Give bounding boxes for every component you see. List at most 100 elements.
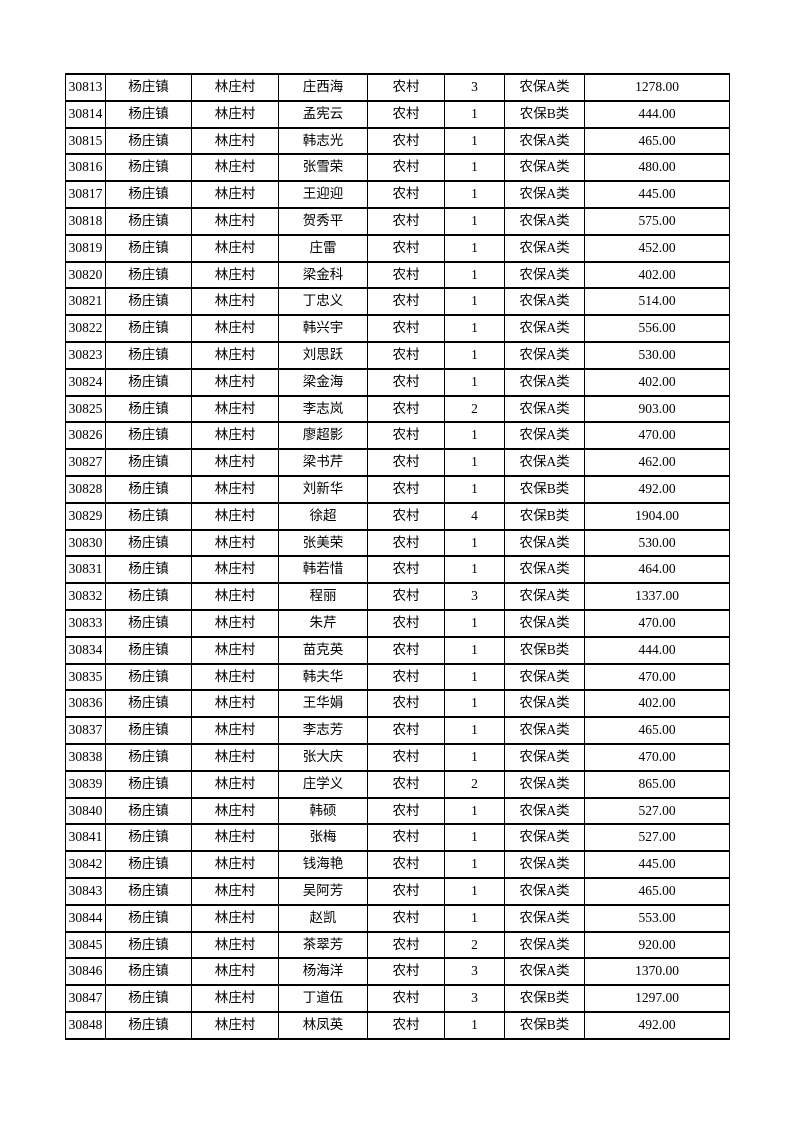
cell-person-count: 3 [444,582,505,611]
cell-person-count: 1 [444,367,505,397]
cell-village: 林庄村 [191,340,279,370]
cell-record-id: 30815 [65,126,106,156]
table-row: 30821 杨庄镇 林庄村 丁忠义 农村 1 农保A类 514.00 [65,287,730,317]
cell-amount: 1904.00 [584,501,730,531]
cell-town: 杨庄镇 [105,903,192,933]
cell-town: 杨庄镇 [105,876,192,906]
cell-person-count: 1 [444,716,505,745]
cell-person-count: 1 [444,287,505,317]
table-row: 30825 杨庄镇 林庄村 李志岚 农村 2 农保A类 903.00 [65,394,730,424]
cell-town: 杨庄镇 [105,180,192,209]
cell-person-name: 刘思跃 [278,340,368,370]
table-row: 30820 杨庄镇 林庄村 梁金科 农村 1 农保A类 402.00 [65,260,730,290]
cell-household-type: 农村 [367,662,445,692]
cell-amount: 470.00 [584,421,730,451]
cell-amount: 492.00 [584,1010,730,1040]
cell-insurance-class: 农保A类 [504,823,585,853]
cell-person-count: 1 [444,689,505,719]
cell-amount: 465.00 [584,876,730,906]
table-row: 30847 杨庄镇 林庄村 丁道伍 农村 3 农保B类 1297.00 [65,984,730,1013]
cell-insurance-class: 农保B类 [504,501,585,531]
cell-village: 林庄村 [191,716,279,745]
cell-household-type: 农村 [367,260,445,290]
cell-insurance-class: 农保A类 [504,260,585,290]
cell-amount: 553.00 [584,903,730,933]
cell-village: 林庄村 [191,233,279,263]
cell-person-name: 张雪荣 [278,153,368,183]
cell-household-type: 农村 [367,689,445,719]
cell-village: 林庄村 [191,528,279,558]
cell-record-id: 30837 [65,716,106,745]
cell-insurance-class: 农保B类 [504,635,585,665]
table-row: 30824 杨庄镇 林庄村 梁金海 农村 1 农保A类 402.00 [65,367,730,397]
cell-amount: 920.00 [584,930,730,960]
cell-person-count: 1 [444,555,505,585]
cell-town: 杨庄镇 [105,957,192,987]
cell-person-count: 4 [444,501,505,531]
cell-village: 林庄村 [191,153,279,183]
cell-person-name: 王迎迎 [278,180,368,209]
cell-insurance-class: 农保B类 [504,1010,585,1040]
cell-household-type: 农村 [367,367,445,397]
cell-amount: 1370.00 [584,957,730,987]
cell-household-type: 农村 [367,421,445,451]
cell-town: 杨庄镇 [105,716,192,745]
cell-town: 杨庄镇 [105,206,192,236]
cell-amount: 402.00 [584,260,730,290]
cell-town: 杨庄镇 [105,99,192,129]
cell-insurance-class: 农保A类 [504,957,585,987]
cell-person-count: 1 [444,850,505,879]
cell-insurance-class: 农保A类 [504,287,585,317]
cell-person-name: 韩兴宇 [278,314,368,343]
cell-record-id: 30818 [65,206,106,236]
cell-insurance-class: 农保A类 [504,662,585,692]
cell-household-type: 农村 [367,582,445,611]
cell-person-count: 1 [444,1010,505,1040]
cell-insurance-class: 农保A类 [504,421,585,451]
cell-record-id: 30834 [65,635,106,665]
table-row: 30828 杨庄镇 林庄村 刘新华 农村 1 农保B类 492.00 [65,474,730,504]
cell-insurance-class: 农保A类 [504,850,585,879]
cell-village: 林庄村 [191,608,279,638]
cell-town: 杨庄镇 [105,501,192,531]
cell-person-name: 茶翠芳 [278,930,368,960]
cell-amount: 464.00 [584,555,730,585]
cell-record-id: 30829 [65,501,106,531]
cell-village: 林庄村 [191,287,279,317]
cell-person-name: 韩夫华 [278,662,368,692]
cell-town: 杨庄镇 [105,555,192,585]
cell-insurance-class: 农保A类 [504,367,585,397]
table-row: 30843 杨庄镇 林庄村 吴阿芳 农村 1 农保A类 465.00 [65,876,730,906]
cell-household-type: 农村 [367,769,445,799]
table-row: 30835 杨庄镇 林庄村 韩夫华 农村 1 农保A类 470.00 [65,662,730,692]
cell-amount: 1278.00 [584,73,730,102]
cell-insurance-class: 农保A类 [504,394,585,424]
cell-household-type: 农村 [367,314,445,343]
cell-village: 林庄村 [191,769,279,799]
cell-record-id: 30838 [65,742,106,772]
table-row: 30815 杨庄镇 林庄村 韩志光 农村 1 农保A类 465.00 [65,126,730,156]
cell-amount: 402.00 [584,367,730,397]
cell-person-name: 庄西海 [278,73,368,102]
cell-amount: 575.00 [584,206,730,236]
table-row: 30829 杨庄镇 林庄村 徐超 农村 4 农保B类 1904.00 [65,501,730,531]
cell-record-id: 30840 [65,796,106,826]
table-row: 30836 杨庄镇 林庄村 王华娟 农村 1 农保A类 402.00 [65,689,730,719]
cell-person-name: 杨海洋 [278,957,368,987]
cell-insurance-class: 农保A类 [504,930,585,960]
cell-record-id: 30822 [65,314,106,343]
cell-household-type: 农村 [367,287,445,317]
cell-town: 杨庄镇 [105,260,192,290]
cell-person-count: 2 [444,769,505,799]
table-row: 30842 杨庄镇 林庄村 钱海艳 农村 1 农保A类 445.00 [65,850,730,879]
cell-village: 林庄村 [191,689,279,719]
cell-town: 杨庄镇 [105,769,192,799]
cell-village: 林庄村 [191,635,279,665]
cell-person-count: 1 [444,662,505,692]
cell-record-id: 30846 [65,957,106,987]
cell-household-type: 农村 [367,823,445,853]
cell-village: 林庄村 [191,555,279,585]
cell-amount: 465.00 [584,716,730,745]
cell-record-id: 30844 [65,903,106,933]
cell-person-name: 程丽 [278,582,368,611]
